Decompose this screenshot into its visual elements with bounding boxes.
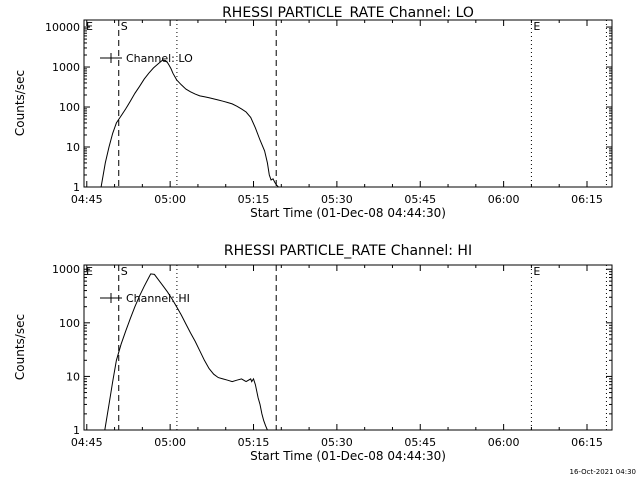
lo-plot-frame	[83, 19, 613, 188]
lo-series-line	[100, 59, 279, 188]
lo-y-tick-label: 10000	[45, 21, 80, 34]
hi-event-marker-label: S	[121, 265, 128, 278]
lo-x-tick-label: 05:30	[321, 193, 353, 206]
hi-y-tick-label: 1000	[52, 263, 80, 276]
footer-timestamp: 16-Oct-2021 04:30	[570, 468, 636, 476]
hi-y-tick-label: 10	[66, 370, 80, 383]
hi-x-tick-label: 05:30	[321, 436, 353, 449]
hi-x-tick-label: 04:45	[71, 436, 103, 449]
lo-y-tick-label: 1000	[52, 61, 80, 74]
lo-chart-title: RHESSI PARTICLE_RATE Channel: LO	[222, 5, 474, 21]
lo-x-tick-label: 05:00	[154, 193, 186, 206]
lo-y-axis-label: Counts/sec	[13, 70, 27, 136]
lo-y-tick-label: 100	[59, 101, 80, 114]
lo-event-marker-label: S	[121, 20, 128, 33]
hi-x-tick-label: 06:15	[571, 436, 603, 449]
lo-event-marker-label: E	[533, 20, 540, 33]
hi-x-tick-label: 05:00	[154, 436, 186, 449]
lo-x-tick-label: 04:45	[71, 193, 103, 206]
lo-y-tick-label: 1	[73, 181, 80, 194]
lo-y-tick-label: 10	[66, 141, 80, 154]
lo-corner-label: E	[86, 20, 93, 33]
hi-y-tick-label: 100	[59, 317, 80, 330]
lo-x-axis-label: Start Time (01-Dec-08 04:44:30)	[250, 206, 446, 220]
hi-corner-label: E	[86, 265, 93, 278]
hi-channel-panel: RHESSI PARTICLE_RATE Channel: HI 04:45 05:…	[13, 243, 613, 463]
lo-x-tick-label: 05:15	[238, 193, 270, 206]
hi-x-tick-label: 05:15	[238, 436, 270, 449]
hi-x-axis-label: Start Time (01-Dec-08 04:44:30)	[250, 449, 446, 463]
hi-x-tick-label: 05:45	[404, 436, 436, 449]
hi-plot-frame	[83, 264, 613, 431]
lo-x-tick-label: 05:45	[404, 193, 436, 206]
hi-y-tick-label: 1	[73, 424, 80, 437]
lo-channel-panel: RHESSI PARTICLE_RATE Channel: LO 04:45 05:…	[13, 5, 613, 220]
hi-x-tick-label: 06:00	[488, 436, 520, 449]
hi-event-marker-label: E	[533, 265, 540, 278]
lo-x-tick-label: 06:00	[488, 193, 520, 206]
hi-legend-label: Channel: HI	[126, 292, 190, 305]
hi-series-line	[104, 273, 268, 431]
lo-x-tick-label: 06:15	[571, 193, 603, 206]
hi-chart-title: RHESSI PARTICLE_RATE Channel: HI	[224, 243, 472, 259]
lo-legend-label: Channel: LO	[126, 52, 193, 65]
hi-y-axis-label: Counts/sec	[13, 314, 27, 380]
